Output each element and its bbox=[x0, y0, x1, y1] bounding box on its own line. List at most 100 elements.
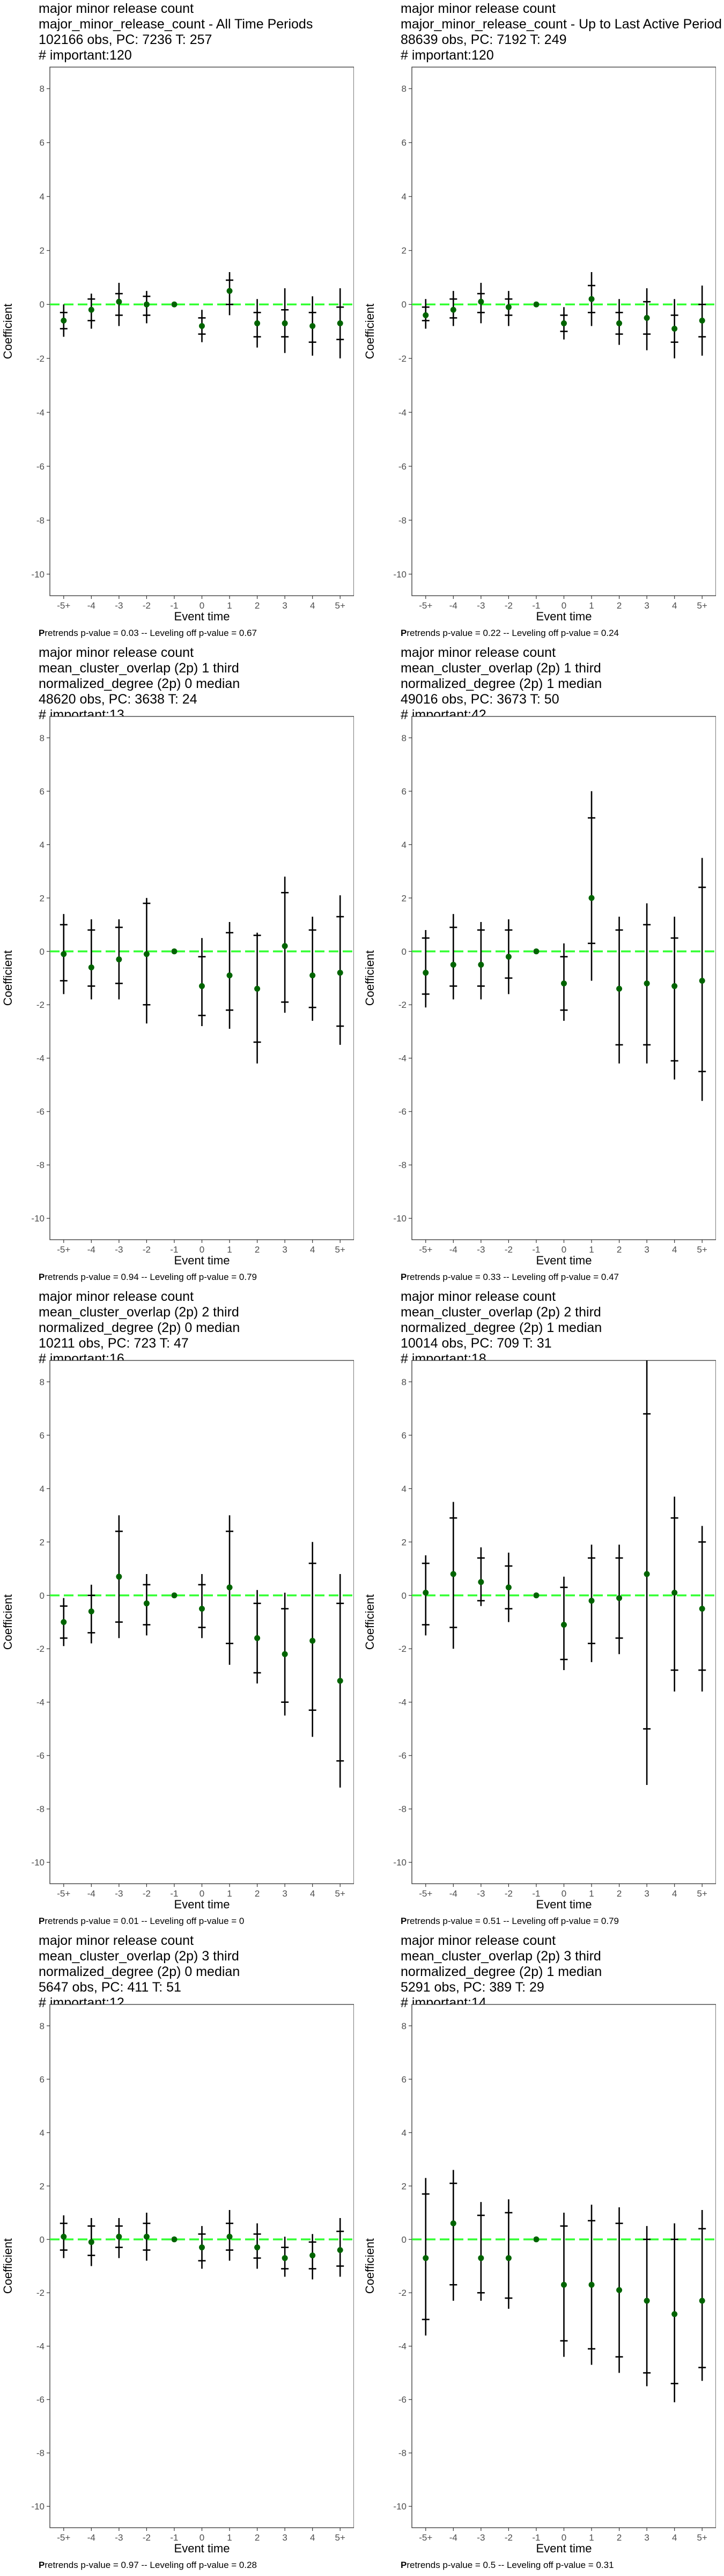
chart-title-line: major minor release count bbox=[401, 1933, 556, 1948]
x-tick-label: -3 bbox=[115, 1245, 123, 1255]
p-value-footer-initial: P bbox=[401, 628, 407, 638]
chart-panel-7: major minor release count mean_cluster_ov… bbox=[0, 1932, 354, 2571]
x-tick-label: -3 bbox=[477, 2533, 485, 2543]
estimate-point bbox=[309, 323, 316, 329]
estimate-point bbox=[671, 2311, 678, 2317]
y-tick-label: 4 bbox=[40, 2128, 45, 2138]
x-tick-label: -5+ bbox=[57, 1889, 70, 1899]
x-tick-label: -4 bbox=[87, 601, 95, 611]
y-axis-label: Coefficient bbox=[363, 950, 376, 1006]
estimate-point bbox=[116, 1574, 122, 1580]
estimate-point bbox=[533, 2236, 540, 2243]
p-value-footer-text: retrends p-value = 0.33 -- Leveling off … bbox=[407, 1272, 619, 1282]
estimate-point bbox=[699, 317, 705, 324]
y-tick-label: -4 bbox=[398, 407, 407, 418]
y-tick-label: -8 bbox=[398, 2448, 407, 2458]
estimate-point bbox=[199, 323, 205, 329]
chart-title-line: mean_cluster_overlap (2p) 3 third bbox=[39, 1949, 239, 1964]
chart-title-line: mean_cluster_overlap (2p) 3 third bbox=[401, 1949, 601, 1964]
x-tick-label: -1 bbox=[170, 2533, 178, 2543]
y-tick-label: -8 bbox=[398, 1160, 407, 1170]
y-tick-label: -4 bbox=[398, 1697, 407, 1708]
x-tick-label: 1 bbox=[589, 1245, 594, 1255]
chart-title-line: # important:120 bbox=[401, 48, 494, 63]
estimate-point bbox=[337, 2247, 343, 2253]
p-value-footer-initial: P bbox=[401, 1272, 407, 1282]
x-axis-label: Event time bbox=[536, 610, 592, 623]
chart-title-line: normalized_degree (2p) 0 median bbox=[39, 676, 240, 691]
x-tick-label: -2 bbox=[505, 1889, 513, 1899]
estimate-point bbox=[505, 1584, 512, 1591]
x-tick-label: -3 bbox=[115, 2533, 123, 2543]
estimate-point bbox=[61, 2234, 67, 2240]
chart-panel-3: major minor release count mean_cluster_ov… bbox=[0, 644, 354, 1283]
estimate-point bbox=[309, 1637, 316, 1644]
estimate-point bbox=[671, 325, 678, 332]
chart-title-line: major_minor_release_count - Up to Last A… bbox=[401, 17, 722, 32]
x-tick-label: -4 bbox=[87, 2533, 95, 2543]
chart-title-line: major minor release count bbox=[401, 1, 556, 16]
estimate-point bbox=[533, 1592, 540, 1599]
estimate-point bbox=[423, 1590, 429, 1596]
estimate-point bbox=[478, 2255, 484, 2262]
x-axis-label: Event time bbox=[536, 1898, 592, 1911]
y-tick-label: 2 bbox=[40, 893, 45, 903]
y-tick-label: -2 bbox=[36, 354, 45, 364]
chart-title-line: 10014 obs, PC: 709 T: 31 bbox=[401, 1336, 552, 1351]
estimate-point bbox=[533, 301, 540, 308]
y-tick-label: 0 bbox=[402, 299, 407, 310]
estimate-point bbox=[309, 972, 316, 979]
x-tick-label: -2 bbox=[505, 1245, 513, 1255]
x-tick-label: 1 bbox=[589, 2533, 594, 2543]
y-tick-label: 4 bbox=[402, 1484, 407, 1494]
y-tick-label: -6 bbox=[398, 1751, 407, 1761]
estimate-point bbox=[199, 1606, 205, 1612]
x-tick-label: 4 bbox=[310, 1889, 315, 1899]
p-value-footer: Pretrends p-value = 0.01 -- Leveling off… bbox=[39, 1916, 244, 1927]
estimate-point bbox=[337, 1678, 343, 1684]
y-tick-label: 0 bbox=[40, 2235, 45, 2245]
x-tick-label: 5+ bbox=[697, 1245, 707, 1255]
y-tick-label: 4 bbox=[40, 840, 45, 850]
p-value-footer-text: retrends p-value = 0.01 -- Leveling off … bbox=[45, 1916, 245, 1926]
estimate-point bbox=[450, 962, 456, 968]
y-tick-label: -10 bbox=[393, 2501, 407, 2512]
y-tick-label: 4 bbox=[402, 840, 407, 850]
estimate-point bbox=[116, 298, 122, 305]
x-tick-label: 1 bbox=[589, 601, 594, 611]
y-tick-label: 8 bbox=[402, 84, 407, 94]
estimate-point bbox=[423, 312, 429, 318]
y-axis-label: Coefficient bbox=[1, 950, 14, 1006]
estimate-point bbox=[644, 2297, 650, 2304]
y-tick-label: -10 bbox=[31, 569, 45, 580]
y-tick-label: -6 bbox=[36, 462, 45, 472]
estimate-point bbox=[282, 2255, 288, 2262]
estimate-point bbox=[699, 977, 705, 984]
chart-title: major minor release count major_minor_rel… bbox=[401, 1, 722, 63]
estimate-point bbox=[450, 1571, 456, 1577]
estimate-point bbox=[88, 1608, 94, 1615]
chart-title-line: mean_cluster_overlap (2p) 2 third bbox=[401, 1305, 601, 1320]
estimate-point bbox=[226, 2234, 233, 2240]
chart-panel-1: major minor release count major_minor_rel… bbox=[0, 0, 354, 639]
estimate-point bbox=[478, 962, 484, 968]
p-value-footer-text: retrends p-value = 0.51 -- Leveling off … bbox=[407, 1916, 619, 1926]
x-tick-label: -5+ bbox=[419, 1245, 432, 1255]
y-tick-label: -8 bbox=[36, 515, 45, 525]
estimate-point bbox=[505, 304, 512, 310]
x-axis-label: Event time bbox=[536, 2542, 592, 2555]
x-tick-label: 5+ bbox=[335, 1245, 345, 1255]
x-tick-label: -4 bbox=[449, 1889, 457, 1899]
x-tick-label: -3 bbox=[477, 601, 485, 611]
p-value-footer-initial: P bbox=[39, 2560, 45, 2570]
p-value-footer-text: retrends p-value = 0.03 -- Leveling off … bbox=[45, 628, 257, 638]
chart-title-line: major minor release count bbox=[39, 1, 194, 16]
y-tick-label: -2 bbox=[398, 1644, 407, 1654]
x-tick-label: -4 bbox=[449, 601, 457, 611]
y-tick-label: 2 bbox=[402, 1537, 407, 1547]
estimate-point bbox=[588, 1598, 595, 1604]
y-tick-label: -2 bbox=[36, 1644, 45, 1654]
x-tick-label: -1 bbox=[532, 2533, 540, 2543]
